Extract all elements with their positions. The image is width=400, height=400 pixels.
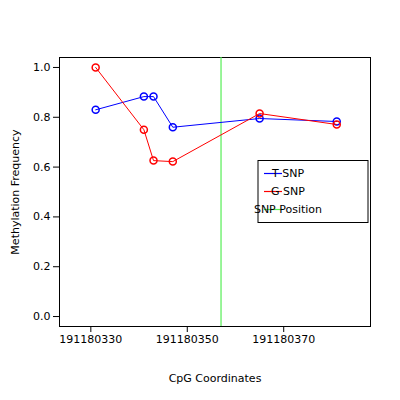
svg-text:1.0: 1.0: [33, 61, 51, 74]
svg-text:G SNP: G SNP: [271, 185, 305, 198]
svg-text:0.0: 0.0: [33, 310, 51, 323]
svg-text:0.2: 0.2: [33, 260, 51, 273]
svg-text:T SNP: T SNP: [271, 167, 304, 180]
svg-text:0.8: 0.8: [33, 111, 51, 124]
svg-text:191180370: 191180370: [252, 333, 315, 346]
svg-text:0.6: 0.6: [33, 161, 51, 174]
svg-text:191180350: 191180350: [156, 333, 219, 346]
svg-text:Methylation Frequency: Methylation Frequency: [9, 129, 22, 255]
svg-text:191180330: 191180330: [59, 333, 122, 346]
svg-text:0.4: 0.4: [33, 210, 51, 223]
svg-text:CpG Coordinates: CpG Coordinates: [169, 372, 262, 385]
svg-text:SNP Position: SNP Position: [254, 203, 322, 216]
